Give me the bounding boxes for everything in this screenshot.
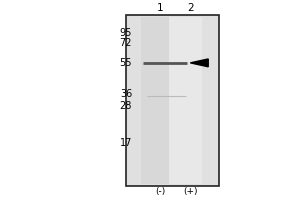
- Text: 95: 95: [120, 28, 132, 38]
- Text: 55: 55: [120, 58, 132, 68]
- Bar: [169, 17, 202, 184]
- Text: 17: 17: [120, 138, 132, 148]
- Text: 1: 1: [157, 3, 164, 13]
- Text: (-): (-): [155, 187, 166, 196]
- FancyArrow shape: [190, 59, 208, 67]
- Text: 2: 2: [187, 3, 194, 13]
- Text: 72: 72: [120, 38, 132, 48]
- Text: 28: 28: [120, 101, 132, 111]
- Text: 36: 36: [120, 89, 132, 99]
- Bar: [141, 17, 170, 184]
- Text: (+): (+): [183, 187, 198, 196]
- Bar: [126, 15, 219, 186]
